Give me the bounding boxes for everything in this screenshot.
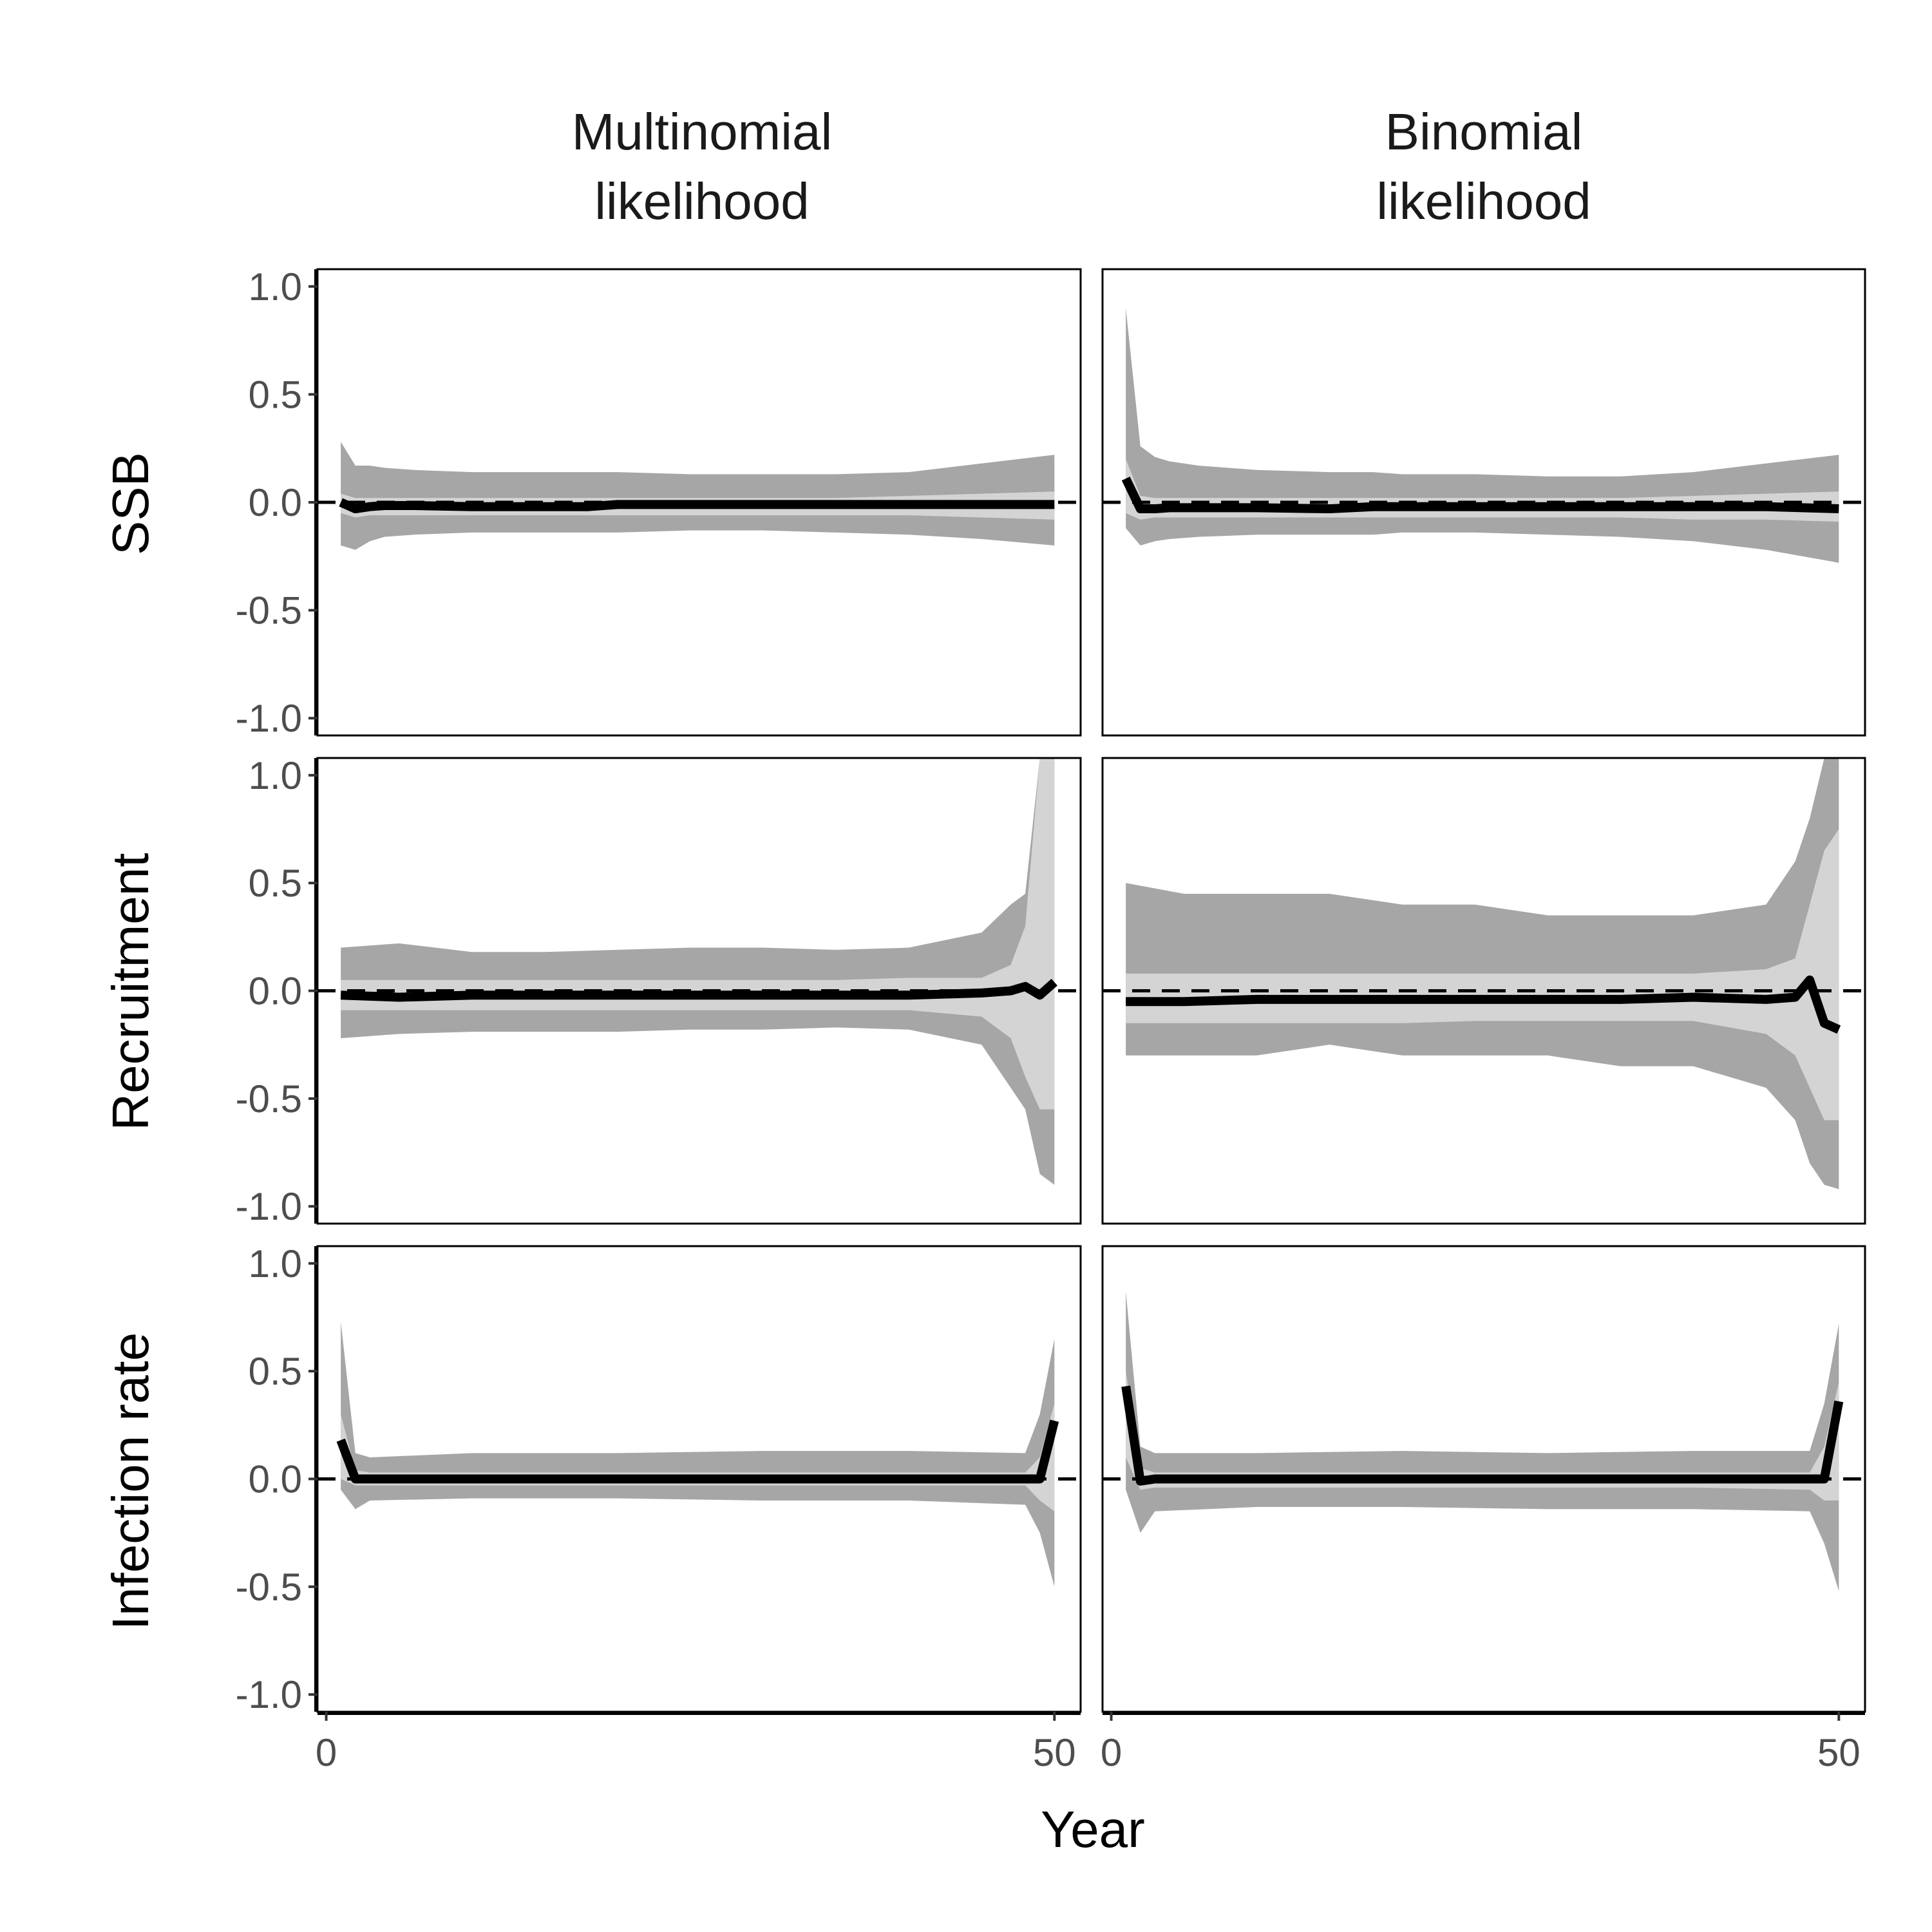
panel-plot-area [317, 1321, 1081, 1587]
y-tick-label: 0.5 [249, 1350, 302, 1393]
strip-binomial-line1: Binomial [1385, 103, 1583, 160]
y-tick-label: -1.0 [236, 1673, 302, 1716]
y-tick-label: -0.5 [236, 1077, 302, 1121]
strip-multinomial-line1: Multinomial [572, 103, 833, 160]
row-label-infection-rate: Infection rate [102, 1332, 159, 1631]
panel-ssb-binomial-likelihood [1101, 268, 1866, 737]
x-tick-label: 50 [1033, 1731, 1076, 1774]
x-tick-label: 50 [1817, 1731, 1861, 1774]
x-tick-label: 0 [1101, 1731, 1122, 1774]
y-tick-label: 1.0 [249, 754, 302, 797]
median-line [340, 978, 1057, 1002]
outer-band [341, 1321, 1055, 1587]
y-tick-label: -1.0 [236, 697, 302, 740]
median-line [1121, 477, 1839, 514]
x-tick-label: 0 [316, 1731, 337, 1774]
panel-ssb-multinomial-likelihood: 1.0 0.5 0.0 -0.5 -1.0 [236, 265, 1082, 740]
y-tick-label: 0.5 [249, 373, 302, 416]
panel-plot-area [1103, 308, 1865, 563]
panels-layer: 1.0 0.5 0.0 -0.5 -1.0 1.0 0.5 0.0 -0.5 -1.0 1.0 0.5… [236, 265, 1866, 1774]
y-tick-label: 1.0 [249, 1242, 302, 1285]
text-layer: Multinomial likelihood Binomial likeliho… [102, 103, 1591, 1858]
row-label-recruitment: Recruitment [102, 853, 159, 1130]
strip-binomial-line2: likelihood [1376, 173, 1591, 230]
inner-band [341, 1403, 1055, 1511]
strip-multinomial-line2: likelihood [594, 173, 810, 230]
median-line [1126, 975, 1841, 1034]
panel-plot-area [317, 758, 1081, 1185]
panel-recruitment-multinomial-likelihood: 1.0 0.5 0.0 -0.5 -1.0 [236, 754, 1082, 1228]
row-label-ssb: SSB [102, 452, 159, 555]
y-tick-label: 0.0 [249, 970, 302, 1013]
panel-border [1101, 757, 1866, 1225]
y-tick-label: -1.0 [236, 1185, 302, 1228]
panel-border [1101, 268, 1866, 737]
panel-plot-area [1103, 758, 1865, 1189]
inner-band [1126, 829, 1839, 1121]
panel-plot-area [1103, 1291, 1865, 1591]
y-tick-label: 0.0 [249, 481, 302, 524]
y-tick-label: 0.0 [249, 1458, 302, 1501]
x-axis-title: Year [1041, 1801, 1145, 1858]
panel-infection-rate-multinomial-likelihood: 1.0 0.5 0.0 -0.5 -1.0 0 50 [236, 1242, 1082, 1774]
outer-band [341, 758, 1055, 1185]
panel-recruitment-binomial-likelihood [1101, 757, 1866, 1225]
y-tick-label: 0.5 [249, 862, 302, 905]
y-tick-label: -0.5 [236, 1566, 302, 1609]
panel-plot-area [317, 442, 1081, 550]
y-tick-label: -0.5 [236, 589, 302, 632]
outer-band [341, 442, 1055, 550]
median-line [339, 498, 1055, 514]
y-tick-label: 1.0 [249, 265, 302, 308]
panel-infection-rate-binomial-likelihood: 0 50 [1101, 1245, 1866, 1774]
